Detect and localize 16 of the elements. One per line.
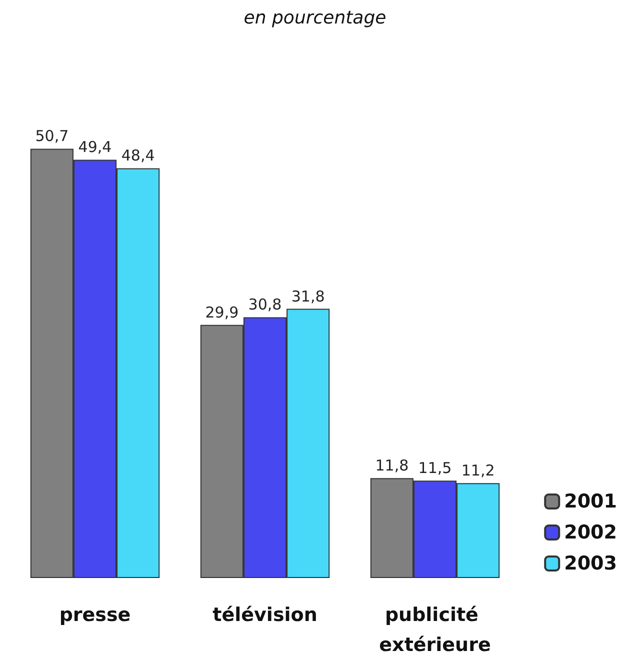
chart-title: en pourcentage (244, 8, 386, 28)
x-tick-label: télévision (212, 604, 318, 626)
data-label: 11,2 (461, 462, 495, 480)
x-tick-label: presse (59, 604, 131, 626)
data-label: 11,8 (375, 456, 409, 475)
legend-label: 2002 (564, 522, 618, 544)
legend-label: 2001 (564, 490, 618, 512)
data-label: 11,5 (418, 459, 452, 478)
data-label: 31,8 (291, 287, 325, 306)
data-label: 30,8 (248, 296, 282, 314)
data-label: 48,4 (121, 146, 155, 165)
x-tick-label: publicité extérieure (379, 604, 491, 656)
data-label: 29,9 (205, 303, 239, 322)
legend-label: 2003 (564, 552, 618, 574)
data-label: 49,4 (78, 138, 112, 156)
data-label: 50,7 (35, 127, 69, 146)
